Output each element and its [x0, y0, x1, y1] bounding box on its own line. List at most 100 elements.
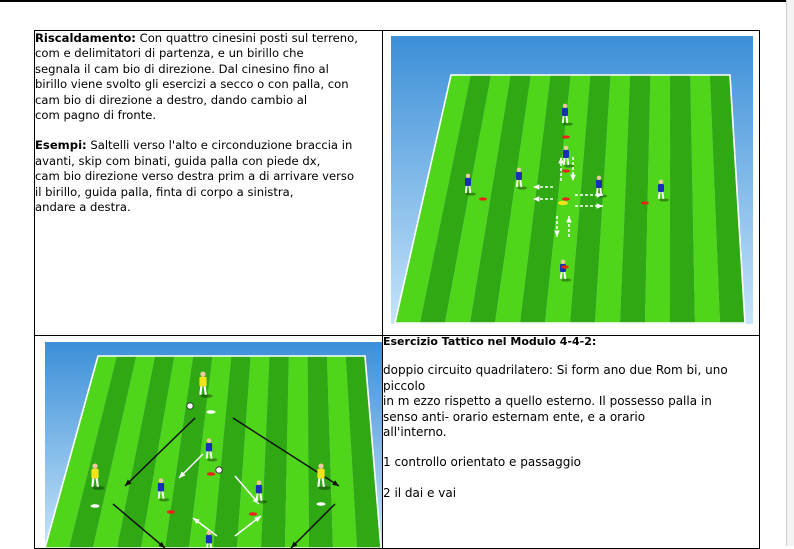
arrow-head [554, 230, 560, 237]
arrow-line [112, 503, 166, 548]
warmup-players [464, 103, 669, 282]
pitch-stripe [620, 75, 651, 323]
player [199, 371, 213, 398]
cone-marker [558, 200, 568, 206]
pitch-stripe [69, 356, 137, 548]
arrow-head [570, 174, 576, 181]
pitch-stripe [395, 75, 471, 323]
pitch-stripe [420, 75, 491, 323]
pitch-stripe [495, 75, 551, 323]
pitch [44, 355, 382, 548]
player [561, 103, 573, 126]
table-row: Riscaldamento: Con quattro cinesini post… [34, 30, 760, 336]
pitch-stripe [470, 75, 531, 323]
pitch-stripe [690, 75, 720, 323]
cone-marker [562, 135, 570, 139]
arrow-head [566, 216, 572, 223]
examples-text-line: avanti, skip com binati, guida palla con… [35, 153, 321, 168]
warmup-text-line: birillo viene svolto gli esercizi a secc… [35, 77, 349, 92]
arrow-head [179, 471, 186, 478]
player [91, 463, 105, 490]
warmup-pitch-diagram [391, 36, 753, 324]
pitch [393, 74, 746, 324]
arrow-head [533, 184, 540, 190]
cone-marker [206, 472, 216, 476]
top-rule [0, 0, 786, 2]
player [657, 179, 669, 202]
cone-marker [166, 510, 176, 514]
pitch-stripe [213, 356, 251, 548]
examples-text-line: il birillo, guida palla, finta di corpo … [35, 184, 294, 199]
warmup-diagram-cell [382, 30, 760, 336]
cone-marker [641, 201, 649, 205]
player [562, 145, 574, 168]
pitch-stripe [595, 75, 631, 323]
tactical-title: Esercizio Tattico nel Modulo 4-4-2: [383, 335, 597, 348]
tactical-text-cell: Esercizio Tattico nel Modulo 4-4-2: dopp… [382, 335, 760, 549]
pitch-stripe [261, 356, 289, 548]
cone-marker [562, 169, 570, 173]
pitch-stripe [710, 75, 745, 323]
arrow-head [125, 479, 132, 486]
warmup-cell: Riscaldamento: Con quattro cinesini post… [34, 30, 383, 336]
pitch-stripe [117, 356, 175, 548]
pitch-stripe [645, 75, 671, 323]
examples-text-line: cam bio direzione verso destra prim a di… [35, 169, 355, 184]
player [255, 480, 268, 504]
tactical-text-line: in m ezzo rispetto a quello esterno. Il … [383, 394, 712, 409]
arrow-head [193, 518, 200, 525]
pitch-stripe [93, 356, 156, 548]
cone-marker [479, 197, 487, 201]
pitch-stripe [670, 75, 695, 323]
arrow-head [596, 203, 603, 209]
examples-text-line: Saltelli verso l'alto e circonduzione br… [86, 138, 353, 153]
pitch-stripe [165, 356, 213, 548]
cone-marker [562, 197, 570, 201]
player [464, 173, 476, 196]
examples-text-line: andare a destra. [35, 200, 131, 215]
player [317, 463, 331, 490]
pitch-stripe [307, 356, 333, 548]
arrow-line [124, 417, 196, 487]
examples-label: Esempi: [35, 138, 87, 153]
ball [215, 466, 223, 474]
arrow-head [558, 157, 564, 164]
player [157, 478, 170, 502]
ball [186, 402, 194, 410]
cone-marker [90, 504, 100, 508]
tactical-text-line: all'interno. [383, 425, 447, 440]
warmup-text-line: cam bio di direzione a destro, dando cam… [35, 92, 308, 107]
arrow-head [533, 196, 540, 202]
tactical-item-2: 2 il dai e vai [383, 485, 457, 500]
pitch-boundary [44, 355, 382, 548]
cone-marker [248, 512, 258, 516]
warmup-text-line: Con quattro cinesini posti sul terreno, [135, 31, 358, 45]
warmup-text-line: com e delimitatori di partenza, e un bir… [35, 46, 304, 61]
pitch-stripe [445, 75, 511, 323]
exercise-table: Riscaldamento: Con quattro cinesini post… [34, 30, 760, 549]
warmup-text-line: segnala il cam bio di direzione. Dal cin… [35, 61, 329, 76]
tactical-diagram-cell [34, 335, 383, 549]
cone-marker [316, 502, 326, 506]
tactical-players [90, 371, 331, 548]
arrow-line [290, 503, 336, 548]
player [205, 438, 218, 462]
warmup-text-line: com pagno di fronte. [35, 108, 157, 123]
warmup-label: Riscaldamento: [35, 31, 136, 45]
player [515, 167, 527, 190]
arrow-head [254, 516, 261, 523]
cone-marker [206, 410, 216, 414]
pitch-stripe [45, 356, 118, 548]
pitch-stripe [326, 356, 357, 548]
pitch-stripe [285, 356, 309, 548]
pitch-boundary [393, 74, 746, 324]
pitch-stripe [570, 75, 611, 323]
pitch-stripe [345, 356, 381, 548]
tactical-pitch-diagram [44, 342, 382, 548]
arrow-head [596, 192, 603, 198]
arrow-head [332, 480, 339, 486]
tactical-item-1: 1 controllo orientato e passaggio [383, 455, 581, 470]
pitch-stripe [141, 356, 194, 548]
vertical-scrollbar[interactable] [786, 0, 794, 546]
tactical-text-line: piccolo [383, 378, 426, 393]
